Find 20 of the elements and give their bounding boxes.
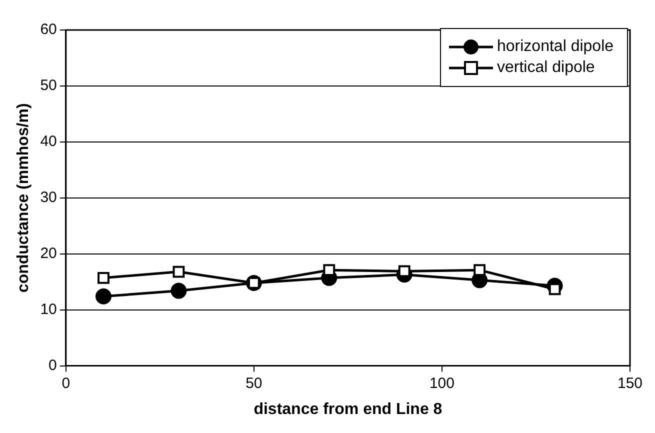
- y-tick-label: 40: [40, 133, 57, 150]
- x-tick-label: 50: [246, 374, 262, 392]
- y-tick-label: 20: [40, 245, 57, 262]
- x-axis-title: distance from end Line 8: [254, 400, 442, 418]
- y-tick-label: 60: [40, 21, 57, 38]
- point: [95, 288, 112, 304]
- point: [474, 264, 486, 276]
- x-tick-label: 0: [62, 374, 70, 392]
- legend-label: horizontal dipole: [497, 38, 614, 56]
- y-tick-label: 30: [40, 189, 57, 206]
- point: [172, 266, 185, 278]
- legend-label: vertical dipole: [497, 59, 595, 77]
- x-tick-label: 150: [617, 374, 643, 392]
- y-tick-label: 50: [40, 77, 57, 94]
- y-tick-label: 10: [40, 300, 57, 318]
- y-tick-label: 0: [48, 356, 57, 374]
- y-axis-title: conductance (mmhos/m): [15, 103, 32, 293]
- x-tick-label: 100: [429, 374, 454, 392]
- point: [98, 272, 110, 284]
- point: [170, 282, 187, 299]
